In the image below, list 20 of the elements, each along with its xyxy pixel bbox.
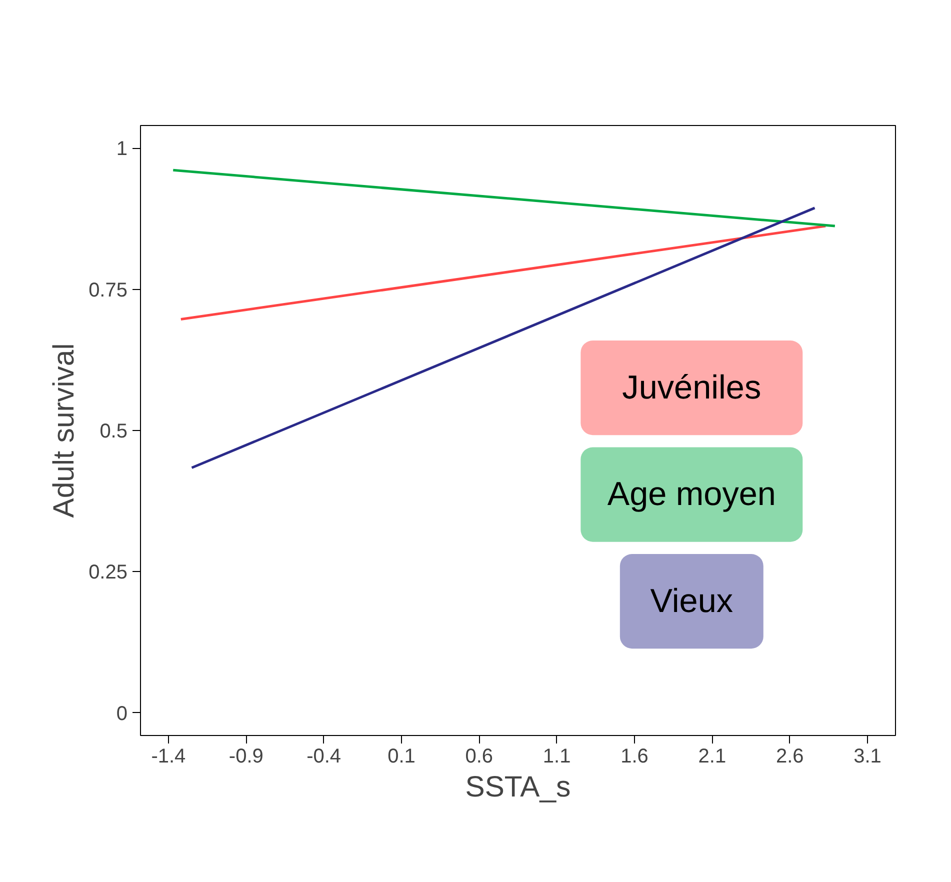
x-tick-label: 0.1 [388,746,416,768]
x-tick-label: 0.6 [465,746,494,768]
y-tick-label: 0 [116,702,128,725]
text: Vieux [650,582,734,620]
y-tick-label: 0.5 [100,420,128,442]
x-tick-label: 2.1 [698,746,726,768]
text: Age moyen [607,476,776,514]
y-tick-label: 0.75 [88,279,128,302]
x-tick-label: 1.1 [542,746,571,768]
x-tick-label: -0.9 [228,746,264,768]
x-tick-label: -1.4 [151,746,186,768]
x-tick-label: 1.6 [620,746,648,768]
text: Juvéniles [622,369,762,406]
x-tick-label: -0.4 [306,746,342,768]
x-axis-title: SSTA_s [465,770,571,804]
y-tick-label: 0.25 [88,562,128,584]
x-tick-label: 3.1 [854,746,882,768]
y-axis-title: Adult survival [48,343,81,518]
y-tick-label: 1 [116,138,128,160]
x-tick-label: 2.6 [776,746,804,768]
